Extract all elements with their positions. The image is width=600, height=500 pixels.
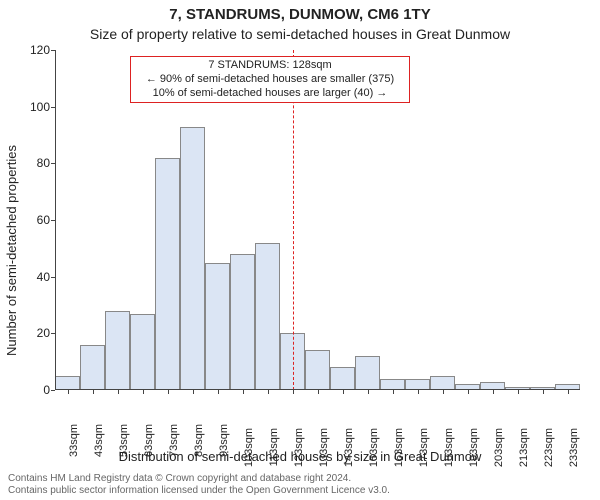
- chart-title-main: 7, STANDRUMS, DUNMOW, CM6 1TY: [0, 6, 600, 23]
- property-size-chart: 7, STANDRUMS, DUNMOW, CM6 1TY Size of pr…: [0, 0, 600, 500]
- histogram-bar: [305, 350, 330, 390]
- xtick: [393, 390, 394, 394]
- histogram-bar: [180, 127, 205, 391]
- footer-line-2: Contains public sector information licen…: [8, 485, 390, 496]
- histogram-bar: [230, 254, 255, 390]
- xtick: [493, 390, 494, 394]
- histogram-bar: [55, 376, 80, 390]
- annotation-box: 7 STANDRUMS: 128sqm ← 90% of semi-detach…: [130, 56, 410, 103]
- xtick: [93, 390, 94, 394]
- xtick: [418, 390, 419, 394]
- chart-title-sub: Size of property relative to semi-detach…: [0, 26, 600, 42]
- ytick-label: 60: [20, 213, 50, 227]
- histogram-bar: [430, 376, 455, 390]
- xtick: [193, 390, 194, 394]
- histogram-bar: [330, 367, 355, 390]
- ytick-label: 100: [20, 100, 50, 114]
- xtick: [118, 390, 119, 394]
- ytick-label: 0: [20, 383, 50, 397]
- xtick: [468, 390, 469, 394]
- ytick-label: 120: [20, 43, 50, 57]
- ytick: [51, 390, 55, 391]
- annotation-line2: ← 90% of semi-detached houses are smalle…: [135, 73, 405, 87]
- xtick: [68, 390, 69, 394]
- histogram-bar: [205, 263, 230, 391]
- xtick: [318, 390, 319, 394]
- xtick: [568, 390, 569, 394]
- y-axis-label: Number of semi-detached properties: [2, 0, 20, 500]
- xtick: [243, 390, 244, 394]
- y-axis-line: [55, 50, 56, 390]
- histogram-bar: [105, 311, 130, 390]
- histogram-bar: [155, 158, 180, 390]
- xtick: [293, 390, 294, 394]
- x-axis-label: Distribution of semi-detached houses by …: [0, 449, 600, 464]
- xtick: [218, 390, 219, 394]
- xtick: [368, 390, 369, 394]
- xtick: [518, 390, 519, 394]
- plot-area: 0 20 40 60 80 100 120: [55, 50, 580, 390]
- xtick: [443, 390, 444, 394]
- ytick-label: 40: [20, 270, 50, 284]
- footer-line-1: Contains HM Land Registry data © Crown c…: [8, 473, 351, 484]
- ytick-label: 20: [20, 326, 50, 340]
- histogram-bar: [355, 356, 380, 390]
- histogram-bar: [255, 243, 280, 390]
- annotation-line3: 10% of semi-detached houses are larger (…: [135, 87, 405, 101]
- xtick: [543, 390, 544, 394]
- annotation-line1: 7 STANDRUMS: 128sqm: [135, 59, 405, 73]
- histogram-bar: [130, 314, 155, 391]
- ytick-label: 80: [20, 156, 50, 170]
- xtick: [343, 390, 344, 394]
- histogram-bar: [80, 345, 105, 390]
- xtick: [268, 390, 269, 394]
- xtick: [168, 390, 169, 394]
- xtick: [143, 390, 144, 394]
